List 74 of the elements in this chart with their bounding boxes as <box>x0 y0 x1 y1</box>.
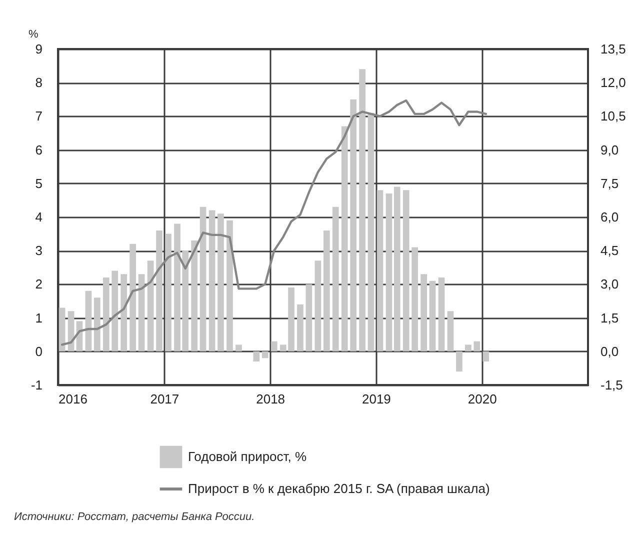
y2-tick-label: 1,5 <box>600 310 619 326</box>
y-tick-label: 0 <box>35 344 42 359</box>
bar <box>438 277 445 352</box>
y2-tick-label: 7,5 <box>600 176 619 191</box>
bar <box>386 193 392 352</box>
y2-tick-label: 13,5 <box>600 42 626 56</box>
bar <box>218 214 224 352</box>
y2-tick-label: 9,0 <box>600 142 619 158</box>
bar <box>58 308 66 352</box>
bar <box>94 298 100 352</box>
y2-tick-label: 10,5 <box>600 108 626 124</box>
bar <box>350 99 356 352</box>
bar <box>200 206 206 352</box>
bar <box>138 274 145 352</box>
y2-tick-label: 4,5 <box>600 243 619 258</box>
y-axis-title: % <box>28 28 38 40</box>
bar <box>165 234 172 352</box>
legend-label: Годовой прирост, % <box>188 449 308 464</box>
bar <box>376 190 384 352</box>
bar <box>156 230 162 352</box>
bar <box>85 290 92 352</box>
bar <box>402 190 410 352</box>
x-tick-label: 2016 <box>58 392 88 406</box>
y-tick-label: 2 <box>35 276 42 292</box>
x-tick-label: 2018 <box>256 392 286 406</box>
y-tick-label: 5 <box>35 176 42 191</box>
bar <box>120 274 128 352</box>
bar <box>306 284 312 352</box>
bar <box>394 186 400 352</box>
bar <box>297 304 304 352</box>
bar <box>474 341 480 352</box>
bar <box>262 351 268 358</box>
y2-tick-label: 12,0 <box>600 75 626 90</box>
bar <box>332 206 339 352</box>
y-tick-label: -1 <box>30 378 42 392</box>
bar <box>359 69 366 352</box>
bar <box>482 351 490 362</box>
bar <box>420 274 427 352</box>
y2-tick-label: 3,0 <box>600 276 619 292</box>
text: Источники: Росстат, расчеты Банка России. <box>14 511 255 523</box>
x-tick-label: 2020 <box>468 392 497 406</box>
bar <box>314 260 322 352</box>
bar <box>323 230 330 352</box>
y-tick-label: 1 <box>35 310 42 326</box>
bar <box>270 341 278 352</box>
bar <box>341 126 348 352</box>
y-tick-label: 7 <box>35 108 42 124</box>
y-tick-label: 4 <box>35 210 42 224</box>
bar <box>429 280 436 352</box>
y-tick-label: 6 <box>35 142 42 158</box>
bar <box>147 260 154 352</box>
bar <box>236 344 242 352</box>
bar <box>412 247 418 352</box>
bar <box>368 112 374 352</box>
y2-tick-label: 0,0 <box>600 344 619 359</box>
x-tick-label: 2017 <box>150 392 180 406</box>
bar <box>226 220 233 352</box>
y2-tick-label: -1,5 <box>600 378 623 392</box>
bar <box>112 270 118 352</box>
line-series <box>60 99 487 346</box>
bar <box>447 311 454 352</box>
legend-label: Прирост в % к декабрю 2015 г. SA (правая шкала) <box>188 481 490 496</box>
bar <box>208 210 216 352</box>
bar <box>456 351 462 372</box>
y2-tick-label: 6,0 <box>600 210 619 224</box>
bar <box>253 351 260 362</box>
y-tick-label: 3 <box>35 243 42 258</box>
bar <box>102 277 110 352</box>
bar <box>191 240 198 352</box>
x-tick-label: 2019 <box>362 392 391 406</box>
y-tick-label: 8 <box>35 75 42 90</box>
y-tick-label: 9 <box>35 42 42 56</box>
bar <box>465 344 472 352</box>
bar <box>130 244 136 352</box>
